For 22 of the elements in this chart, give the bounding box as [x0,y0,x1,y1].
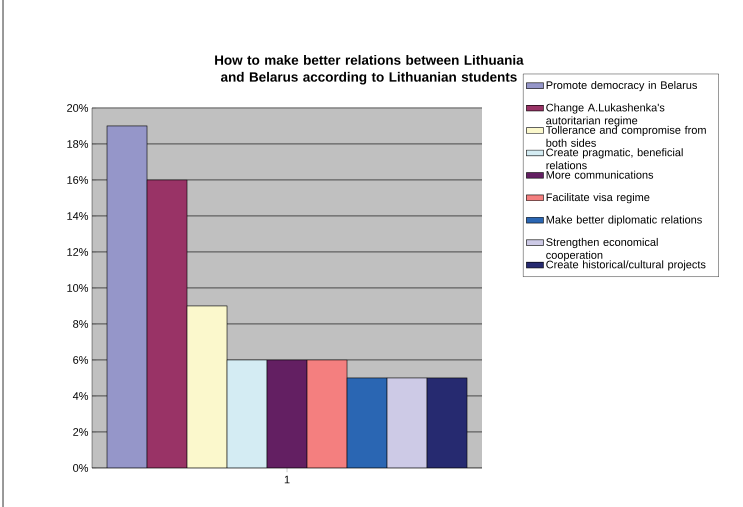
x-tick-label: 1 [284,476,290,484]
y-tick-label: 14% [67,212,88,220]
y-tick-label: 16% [67,176,88,184]
y-tick-label: 20% [67,104,88,112]
y-tick-label: 10% [67,284,88,292]
y-tick-label: 12% [67,248,88,256]
y-tick-label: 4% [72,392,88,400]
legend-label: Facilitate visa regime [546,193,650,204]
y-tick-label: 6% [73,356,88,364]
legend-label: Change A.Lukashenka's autoritarian regime [546,103,664,127]
legend-label: Create pragmatic, beneficial relations [546,148,683,170]
chart-title: How to make better relations between Lithuania and Belarus according to Lithuanian students [215,54,524,84]
y-tick-label: 0% [73,464,88,472]
legend-label: Tollerance and compromise from both sides [546,126,706,147]
legend-label: Promote democracy in Belarus [546,80,697,92]
y-tick-label: 2% [73,428,88,436]
y-tick-label: 18% [67,140,88,148]
legend-label: Strengthen economical cooperation [546,238,658,262]
y-tick-label: 8% [73,320,88,328]
legend-label: Make better diplomatic relations [546,216,702,226]
legend-label: Create historical/cultural projects [546,260,706,271]
legend-label: More communications [546,170,654,179]
